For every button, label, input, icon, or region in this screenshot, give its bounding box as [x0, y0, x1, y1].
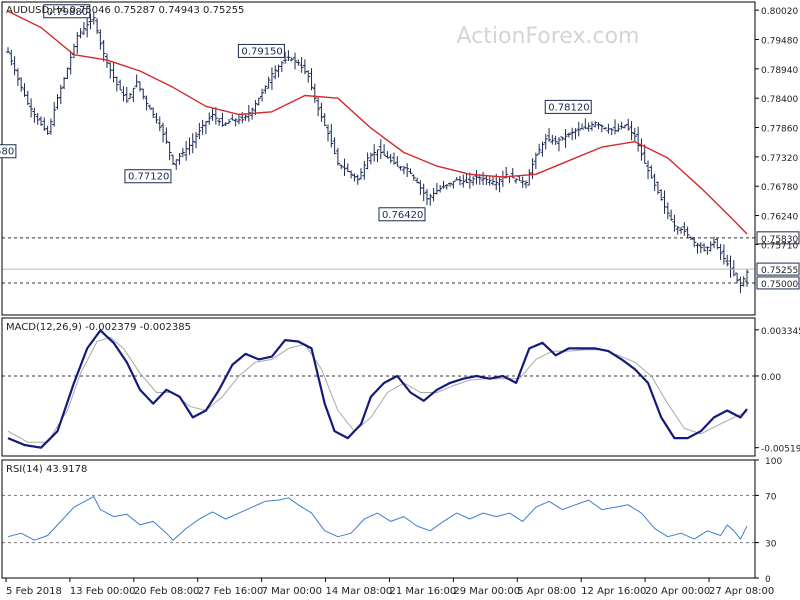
price-y-tick-label: 0.75710 — [761, 241, 798, 251]
main-pane-frame — [1, 1, 756, 316]
x-tick-label: 5 Feb 2018 — [6, 586, 62, 597]
macd-pane-title: MACD(12,26,9) -0.002379 -0.002385 — [6, 322, 191, 333]
level-tag-box — [756, 262, 800, 276]
x-tick-label: 13 Feb 00:00 — [70, 586, 136, 597]
level-tag-label: 0.75830 — [761, 235, 798, 245]
swing-label-box — [43, 4, 91, 19]
rsi-line — [7, 496, 748, 541]
macd-y-tick-label: 0.003345 — [761, 327, 800, 337]
level-tag-box — [756, 231, 800, 245]
x-tick-label: 21 Mar 16:00 — [389, 586, 456, 597]
rsi-y-tick-label: 100 — [765, 457, 782, 467]
price-pane-title: AUDUSD,H4 0.75046 0.75287 0.74943 0.7525… — [6, 5, 244, 16]
macd-pane — [2, 329, 755, 449]
frame-layer — [1, 1, 759, 582]
level-tag-label: 0.75000 — [761, 280, 798, 290]
rsi-pane-title: RSI(14) 43.9178 — [6, 464, 87, 475]
price-y-tick-label: 0.77860 — [761, 125, 798, 135]
price-y-tick-label: 0.80020 — [761, 7, 798, 17]
swing-label-box — [237, 43, 285, 58]
x-tick-label: 20 Feb 08:00 — [134, 586, 200, 597]
price-pane — [2, 10, 755, 294]
text-layer: 0.75830 0.75000 0.75255 0.77580 0.79880 0.771… — [0, 4, 800, 597]
price-y-tick-label: 0.79480 — [761, 36, 798, 46]
rsi-pane-frame — [1, 459, 756, 579]
swing-label: 0.76420 — [382, 210, 423, 221]
rsi-y-tick-label: 30 — [765, 540, 777, 550]
level-tag-label: 0.75255 — [761, 266, 798, 276]
macd-y-tick-label: 0.00 — [761, 373, 781, 383]
price-y-tick-label: 0.77320 — [761, 154, 798, 164]
macd-pane-frame — [1, 317, 756, 457]
swing-label-box — [544, 99, 592, 114]
watermark: ActionForex.com — [457, 24, 640, 49]
price-y-tick-label: 0.76240 — [761, 213, 798, 223]
swing-label: 0.78120 — [548, 102, 589, 113]
macd-signal-line — [7, 336, 748, 443]
x-tick-label: 5 Apr 08:00 — [517, 586, 576, 597]
macd-y-tick-label: -0.005197 — [761, 445, 800, 455]
swing-label-box — [0, 144, 17, 159]
x-tick-label: 29 Mar 00:00 — [453, 586, 520, 597]
swing-label-box — [378, 207, 426, 222]
rsi-pane — [2, 494, 755, 544]
x-tick-label: 12 Apr 16:00 — [581, 586, 646, 597]
moving-average-line — [7, 10, 748, 235]
macd-line — [7, 329, 748, 449]
swing-label-box — [124, 169, 172, 184]
x-tick-label: 27 Apr 08:00 — [709, 586, 774, 597]
price-y-tick-label: 0.78400 — [761, 95, 798, 105]
swing-label: 0.79150 — [241, 46, 282, 57]
x-tick-label: 14 Mar 08:00 — [326, 586, 393, 597]
x-tick-label: 7 Mar 00:00 — [262, 586, 322, 597]
level-tag-box — [756, 276, 800, 290]
swing-label: 0.79880 — [47, 7, 88, 18]
rsi-y-tick-label: 70 — [765, 492, 777, 502]
rsi-y-tick-label: 0 — [765, 575, 771, 585]
swing-label: 0.77120 — [128, 172, 169, 183]
x-tick-label: 27 Feb 16:00 — [198, 586, 264, 597]
x-tick-label: 20 Apr 00:00 — [645, 586, 710, 597]
price-y-tick-label: 0.78940 — [761, 66, 798, 76]
swing-label: 0.77580 — [0, 147, 14, 158]
price-y-tick-label: 0.76780 — [761, 183, 798, 193]
